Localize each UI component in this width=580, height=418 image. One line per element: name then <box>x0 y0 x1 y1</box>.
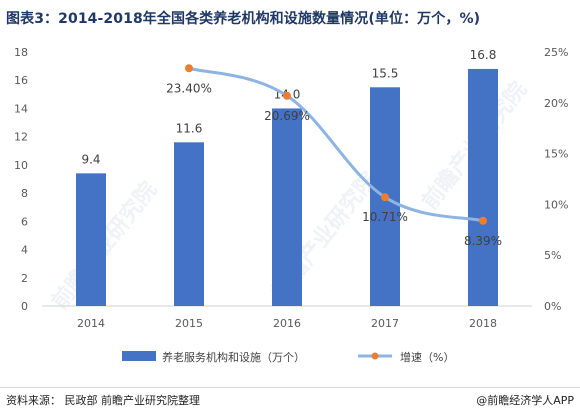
growth-data-label: 10.71% <box>362 210 408 224</box>
growth-data-label: 8.39% <box>464 234 502 248</box>
right-axis-tick-label: 20% <box>544 97 568 110</box>
growth-marker <box>479 216 487 225</box>
source-note: 资料来源： 民政部 前瞻产业研究院整理 <box>6 394 200 407</box>
bar <box>272 108 302 306</box>
brand-label: @前瞻经济学人APP <box>476 394 574 407</box>
bar-data-label: 16.8 <box>470 48 497 62</box>
x-axis-tick-label: 2014 <box>77 317 105 330</box>
right-axis-tick-label: 5% <box>544 249 561 262</box>
bar <box>468 68 498 306</box>
growth-data-label: 20.69% <box>264 109 310 123</box>
footer-divider <box>0 387 580 388</box>
chart-title: 图表3：2014-2018年全国各类养老机构和设施数量情况(单位：万个，%) <box>6 11 481 27</box>
legend-bar-label: 养老服务机构和设施（万个） <box>162 350 305 364</box>
bar <box>76 173 106 306</box>
bar-data-label: 11.6 <box>176 121 203 135</box>
left-axis-tick-label: 10 <box>14 159 28 172</box>
x-axis-tick-label: 2015 <box>175 317 203 330</box>
growth-line <box>187 66 485 223</box>
left-axis-tick-label: 6 <box>21 215 28 228</box>
left-axis-tick-label: 8 <box>21 187 28 200</box>
x-axis-tick-label: 2017 <box>371 317 399 330</box>
right-axis-tick-label: 0% <box>544 300 561 313</box>
x-axis-tick-label: 2016 <box>273 317 301 330</box>
legend-line-marker <box>371 352 379 360</box>
left-axis-tick-label: 0 <box>21 300 28 313</box>
bar-data-label: 15.5 <box>372 66 399 80</box>
left-axis-tick-label: 16 <box>14 74 28 87</box>
left-axis-tick-label: 2 <box>21 272 28 285</box>
growth-marker <box>283 91 291 100</box>
right-axis-tick-label: 15% <box>544 148 568 161</box>
growth-marker <box>381 193 389 202</box>
x-axis-tick-label: 2018 <box>469 317 497 330</box>
right-axis-tick-label: 10% <box>544 198 568 211</box>
left-axis-tick-label: 14 <box>14 102 28 115</box>
bar <box>174 142 204 306</box>
legend-bar-swatch <box>122 351 156 361</box>
right-axis-tick-label: 25% <box>544 46 568 59</box>
bar-data-label: 9.4 <box>81 152 100 166</box>
left-axis-tick-label: 18 <box>14 46 28 59</box>
left-axis-tick-label: 4 <box>21 244 28 257</box>
legend-line-label: 增速（%） <box>400 350 454 364</box>
growth-marker <box>185 64 193 73</box>
left-axis-tick-label: 12 <box>14 131 28 144</box>
growth-data-label: 23.40% <box>166 81 212 95</box>
